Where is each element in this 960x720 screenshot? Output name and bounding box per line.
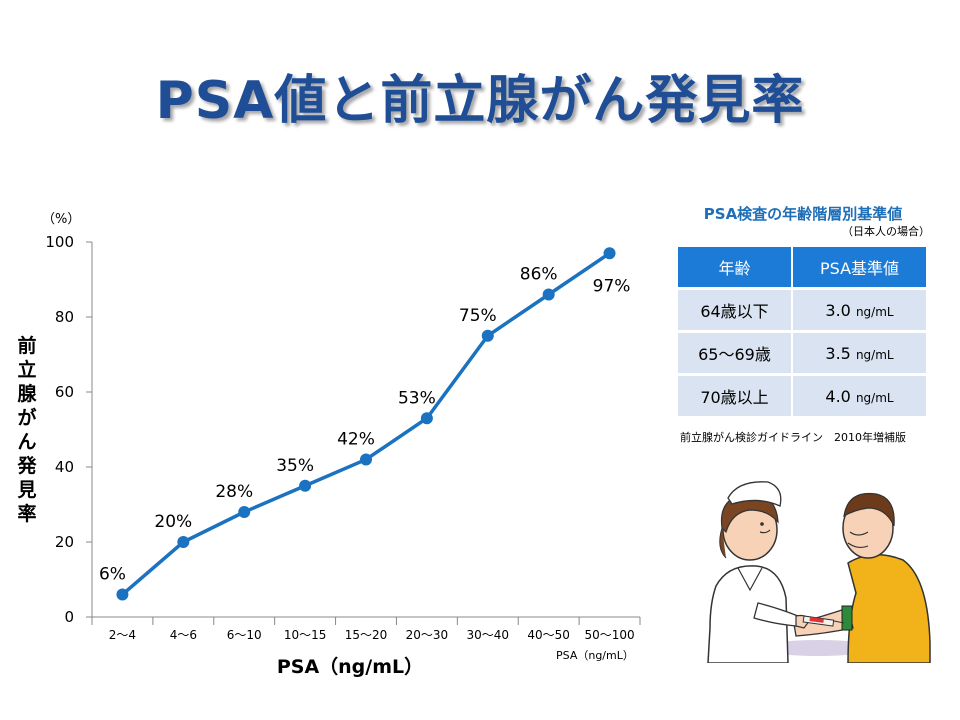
x-tick-label: 30～40 [467, 628, 510, 642]
y-tick-label: 80 [55, 308, 74, 326]
value-number: 3.0 [825, 300, 851, 320]
y-axis-title-char: が [17, 407, 37, 429]
data-points [116, 247, 616, 601]
value-unit: ng/mL [855, 304, 894, 319]
data-point [116, 588, 129, 601]
y-tick-label: 0 [64, 608, 74, 626]
value-unit: ng/mL [855, 390, 894, 405]
value-number: 4.0 [825, 386, 851, 406]
series-line [121, 251, 611, 596]
x-tick-label: 15～20 [345, 628, 388, 642]
x-unit-label: PSA（ng/mL） [556, 649, 634, 662]
source-citation: 前立腺がん検診ガイドライン 2010年増補版 [680, 431, 906, 444]
x-tick-label: 6～10 [227, 628, 262, 642]
data-label: 53% [398, 388, 436, 408]
row-value: 4.0 ng/mL [793, 376, 926, 416]
y-axis-title-char: 腺 [17, 383, 37, 405]
data-point [299, 479, 312, 492]
row-age: 70歳以上 [678, 376, 793, 416]
header-age: 年齢 [678, 247, 793, 287]
x-categories: 2～4 4～6 6～10 10～15 15～20 20～30 30～40 40～50 50～10… [91, 617, 641, 642]
y-axis-title-char: 発 [17, 455, 37, 477]
y-ticks: 0 20 40 60 80 100 [45, 233, 92, 626]
row-value: 3.5 ng/mL [793, 333, 926, 373]
value-number: 3.5 [825, 343, 851, 363]
data-point [360, 453, 372, 466]
table-subtitle: （日本人の場合） [842, 225, 930, 238]
data-label: 6% [99, 565, 126, 585]
y-tick-label: 100 [45, 233, 74, 251]
y-tick-label: 40 [55, 458, 74, 476]
data-point [238, 506, 251, 518]
data-point [177, 536, 190, 548]
x-tick-label: 4～6 [170, 628, 197, 642]
row-age: 65～69歳 [678, 333, 793, 373]
row-age: 64歳以下 [678, 290, 793, 330]
chart-axes [91, 242, 640, 618]
data-point [603, 247, 616, 260]
table-row: 64歳以下 3.0 ng/mL [678, 290, 926, 330]
data-label: 75% [459, 306, 497, 326]
value-unit: ng/mL [855, 347, 894, 362]
slide-title: PSA値と前立腺がん発見率 [155, 71, 805, 131]
x-tick-label: 10～15 [284, 628, 327, 642]
table-row: 70歳以上 4.0 ng/mL [678, 376, 926, 416]
y-axis-title-char: 見 [17, 479, 37, 501]
data-point [420, 412, 433, 425]
y-tick-label: 60 [55, 383, 74, 401]
x-tick-label: 20～30 [406, 628, 449, 642]
y-axis-title-char: ん [17, 431, 37, 453]
blood-test-illustration [707, 481, 931, 663]
data-label: 97% [593, 276, 631, 296]
header-psa: PSA基準値 [793, 247, 926, 287]
data-labels: 6% 20% 28% 35% 42% 53% 75% 86% 97% [99, 265, 631, 585]
data-point [542, 288, 555, 301]
y-tick-label: 20 [55, 533, 74, 551]
data-label: 42% [337, 430, 375, 450]
data-label: 28% [215, 482, 253, 502]
data-label: 35% [276, 456, 314, 476]
x-tick-label: 40～50 [527, 628, 570, 642]
x-tick-label: 50～100 [584, 628, 634, 642]
y-axis-title-char: 前 [17, 335, 37, 357]
data-label: 86% [520, 265, 558, 285]
psa-reference-table: 年齢 PSA基準値 64歳以下 3.0 ng/mL 65～69歳 3.5 ng/… [678, 244, 926, 419]
table-row: 65～69歳 3.5 ng/mL [678, 333, 926, 373]
y-axis-title-char: 立 [17, 359, 37, 381]
data-label: 20% [154, 512, 192, 532]
y-axis-title: 前立腺がん発見率 [12, 334, 42, 526]
y-unit-label: （%） [42, 212, 81, 227]
x-tick-label: 2～4 [109, 628, 136, 642]
y-axis-title-char: 率 [17, 503, 37, 525]
table-header-row: 年齢 PSA基準値 [678, 247, 926, 287]
x-axis-title: PSA（ng/mL） [276, 656, 424, 678]
row-value: 3.0 ng/mL [793, 290, 926, 330]
data-point [481, 329, 494, 342]
table-title: PSA検査の年齢階層別基準値 [703, 205, 903, 223]
